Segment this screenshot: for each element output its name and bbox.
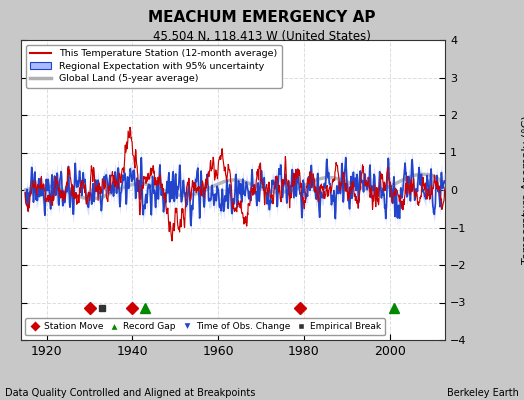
Legend: Station Move, Record Gap, Time of Obs. Change, Empirical Break: Station Move, Record Gap, Time of Obs. C… [26, 318, 385, 336]
Y-axis label: Temperature Anomaly (°C): Temperature Anomaly (°C) [522, 116, 524, 264]
Text: Berkeley Earth: Berkeley Earth [447, 388, 519, 398]
Text: MEACHUM EMERGENCY AP: MEACHUM EMERGENCY AP [148, 10, 376, 25]
Text: 45.504 N, 118.413 W (United States): 45.504 N, 118.413 W (United States) [153, 30, 371, 43]
Text: Data Quality Controlled and Aligned at Breakpoints: Data Quality Controlled and Aligned at B… [5, 388, 256, 398]
